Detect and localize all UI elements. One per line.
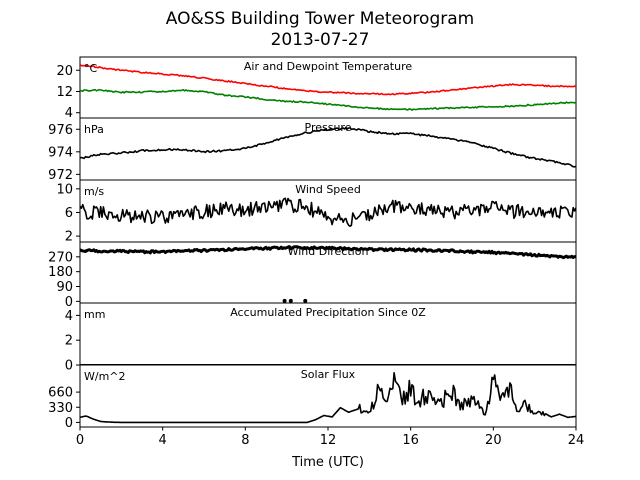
panel-title: Air and Dewpoint Temperature bbox=[244, 60, 412, 73]
series-group-wind_speed bbox=[80, 197, 576, 227]
y-tick-label: 2 bbox=[65, 334, 73, 349]
y-tick-label: 976 bbox=[48, 123, 73, 138]
panel-frame-precip bbox=[79, 302, 577, 366]
y-tick-label: 10 bbox=[56, 182, 73, 197]
x-tick-label: 0 bbox=[76, 433, 84, 448]
series-line-wind_speed-0 bbox=[80, 197, 576, 227]
series-line-temp-0 bbox=[80, 63, 576, 96]
series-line-wind_dir-0 bbox=[80, 245, 576, 260]
y-tick-label: 12 bbox=[56, 85, 73, 100]
data-point bbox=[288, 298, 293, 303]
y-tick-label: 972 bbox=[48, 168, 73, 183]
panel-precip: 0 2 4 Accumulated Precipitation Since 0Z mm bbox=[65, 302, 577, 374]
x-tick-label: 12 bbox=[320, 433, 337, 448]
y-tick-label: 270 bbox=[48, 250, 73, 265]
panel-unit: W/m^2 bbox=[84, 370, 126, 383]
y-tick-label: 0 bbox=[65, 295, 73, 310]
panel-unit: m/s bbox=[84, 185, 104, 198]
y-tick-label: 974 bbox=[48, 145, 73, 160]
panel-title: Accumulated Precipitation Since 0Z bbox=[230, 306, 426, 319]
panel-title: Wind Speed bbox=[295, 183, 361, 196]
panel-unit: mm bbox=[84, 308, 105, 321]
series-group-pressure bbox=[80, 126, 576, 168]
series-group-temp bbox=[80, 63, 576, 111]
x-tick-label: 24 bbox=[568, 433, 585, 448]
y-tick-label: 6 bbox=[65, 206, 73, 221]
x-tick-label: 4 bbox=[159, 433, 167, 448]
panel-wind_speed: 2 6 10 Wind Speed m/s bbox=[56, 179, 577, 246]
panel-temp: 4 12 20 Air and Dewpoint Temperature °C bbox=[56, 56, 577, 122]
y-tick-label: 4 bbox=[65, 309, 73, 324]
x-tick-label: 20 bbox=[485, 433, 502, 448]
series-line-solar-0 bbox=[80, 372, 576, 424]
x-tick-label: 16 bbox=[402, 433, 419, 448]
panel-unit: hPa bbox=[84, 123, 104, 136]
panel-title: Wind Direction bbox=[288, 245, 369, 258]
panel-frame-wind_speed bbox=[79, 179, 577, 243]
data-point bbox=[303, 298, 308, 303]
series-line-temp-1 bbox=[80, 88, 576, 111]
y-tick-label: 330 bbox=[48, 401, 73, 416]
series-line-pressure-0 bbox=[80, 126, 576, 168]
y-tick-label: 180 bbox=[48, 265, 73, 280]
series-group-wind_dir bbox=[80, 245, 576, 303]
panel-unit: ° bbox=[84, 247, 90, 260]
y-tick-label: 4 bbox=[65, 106, 73, 121]
chart-title: AO&SS Building Tower Meteorogram bbox=[166, 9, 474, 29]
panel-frame-temp bbox=[79, 56, 577, 119]
data-point bbox=[282, 298, 287, 303]
y-tick-label: 20 bbox=[56, 64, 73, 79]
chart-subtitle: 2013-07-27 bbox=[271, 30, 370, 50]
y-tick-label: 0 bbox=[65, 359, 73, 374]
x-axis-label: Time (UTC) bbox=[291, 455, 364, 470]
y-tick-label: 2 bbox=[65, 230, 73, 245]
y-tick-label: 660 bbox=[48, 386, 73, 401]
y-tick-label: 90 bbox=[56, 280, 73, 295]
x-tick-label: 8 bbox=[241, 433, 249, 448]
panel-title: Pressure bbox=[305, 121, 352, 134]
panel-pressure: 972 974 976 Pressure hPa bbox=[48, 117, 577, 184]
series-group-solar bbox=[80, 372, 576, 424]
panel-unit: °C bbox=[84, 62, 98, 75]
y-tick-label: 0 bbox=[65, 416, 73, 431]
panel-title: Solar Flux bbox=[301, 368, 356, 381]
